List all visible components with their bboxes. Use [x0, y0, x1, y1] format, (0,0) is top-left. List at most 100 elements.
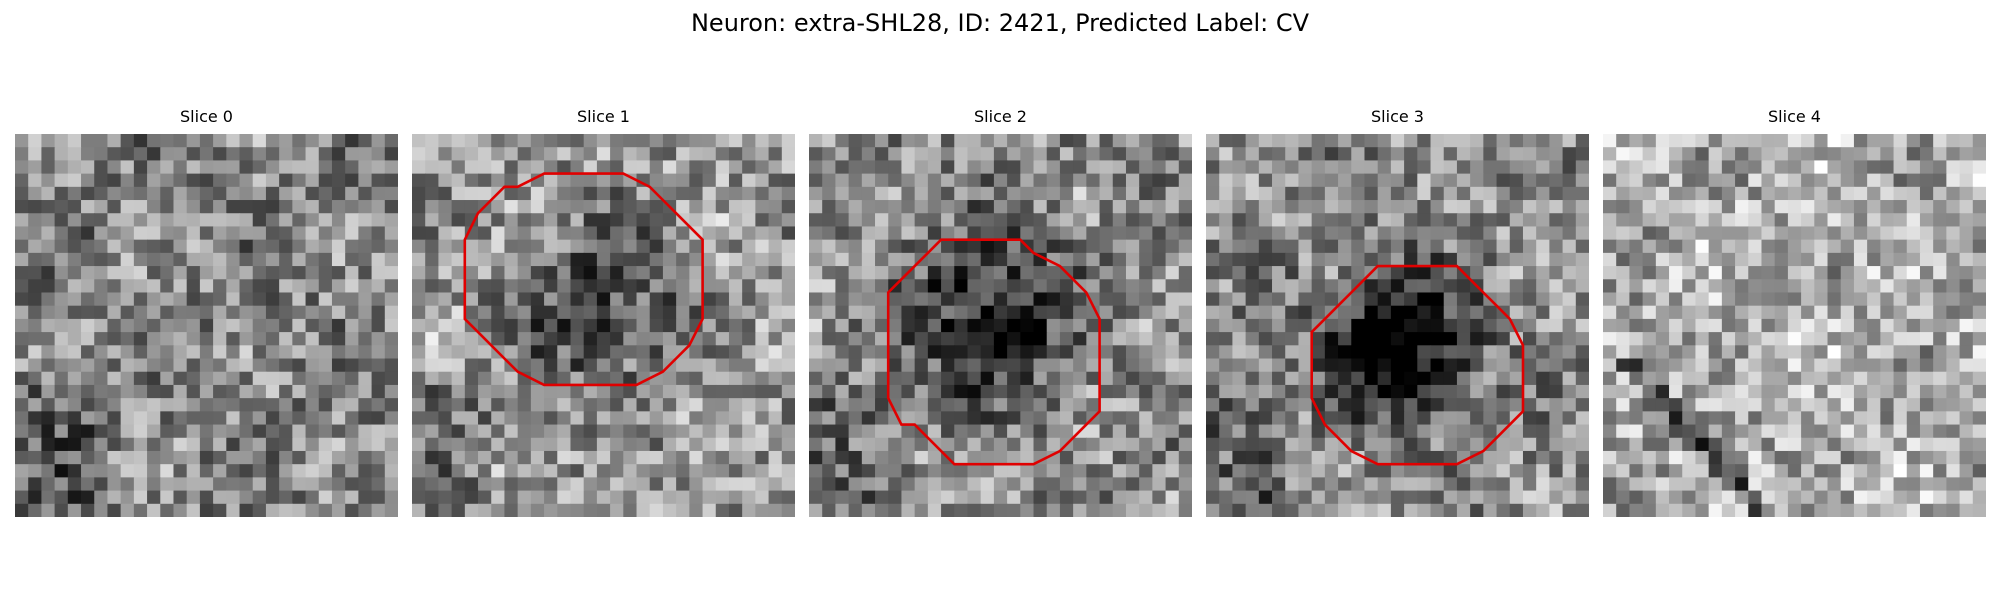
- pixel-cell: [544, 266, 558, 280]
- pixel-cell: [81, 490, 95, 505]
- pixel-cell: [478, 318, 492, 333]
- pixel-cell: [914, 384, 929, 399]
- pixel-cell: [1827, 134, 1842, 148]
- pixel-cell: [530, 147, 545, 162]
- pixel-cell: [1933, 239, 1947, 254]
- pixel-cell: [1206, 384, 1220, 399]
- pixel-cell: [1178, 503, 1192, 517]
- pixel-cell: [755, 134, 770, 148]
- pixel-cell: [305, 279, 320, 294]
- pixel-cell: [742, 477, 756, 492]
- pixel-cell: [742, 213, 756, 228]
- pixel-cell: [676, 490, 690, 505]
- pixel-cell: [875, 266, 889, 280]
- pixel-cell: [1059, 213, 1074, 228]
- pixel-cell: [1086, 490, 1101, 505]
- pixel-cell: [1125, 186, 1140, 201]
- pixel-cell: [557, 318, 572, 333]
- pixel-cell: [1033, 252, 1048, 267]
- pixel-cell: [1324, 279, 1339, 294]
- pixel-cell: [1496, 332, 1511, 346]
- pixel-cell: [305, 477, 320, 492]
- pixel-cell: [1139, 332, 1153, 346]
- pixel-cell: [728, 358, 743, 373]
- pixel-cell: [954, 266, 969, 280]
- pixel-cell: [1748, 213, 1763, 228]
- pixel-cell: [1748, 239, 1763, 254]
- pixel-cell: [451, 490, 466, 505]
- pixel-cell: [94, 239, 109, 254]
- pixel-cell: [1285, 477, 1300, 492]
- pixel-cell: [358, 490, 373, 505]
- pixel-cell: [861, 503, 876, 517]
- pixel-cell: [676, 371, 690, 386]
- pixel-cell: [160, 173, 175, 188]
- pixel-cell: [1483, 490, 1498, 505]
- pixel-cell: [1165, 266, 1180, 280]
- pixel-cell: [636, 318, 651, 333]
- pixel-cell: [1219, 200, 1234, 214]
- pixel-cell: [768, 424, 783, 439]
- pixel-cell: [438, 384, 453, 399]
- pixel-cell: [715, 160, 730, 175]
- pixel-cell: [1152, 318, 1167, 333]
- pixel-cell: [927, 490, 942, 505]
- pixel-cell: [464, 437, 479, 452]
- pixel-cell: [809, 464, 823, 478]
- pixel-cell: [1324, 358, 1339, 373]
- pixel-cell: [1232, 160, 1247, 175]
- pixel-cell: [1456, 200, 1471, 214]
- pixel-cell: [358, 292, 373, 307]
- pixel-cell: [1509, 477, 1524, 492]
- pixel-cell: [822, 358, 837, 373]
- pixel-cell: [1496, 371, 1511, 386]
- pixel-cell: [1324, 200, 1339, 214]
- pixel-cell: [517, 437, 532, 452]
- pixel-cell: [848, 450, 863, 465]
- pixel-cell: [1695, 186, 1710, 201]
- pixel-cell: [888, 292, 903, 307]
- pixel-cell: [1245, 490, 1260, 505]
- pixel-cell: [425, 147, 440, 162]
- pixel-cell: [133, 213, 148, 228]
- pixel-cell: [186, 279, 201, 294]
- pixel-cell: [768, 318, 783, 333]
- pixel-cell: [451, 437, 466, 452]
- pixel-cell: [1655, 437, 1670, 452]
- pixel-cell: [1298, 279, 1313, 294]
- pixel-cell: [689, 437, 704, 452]
- pixel-cell: [371, 279, 386, 294]
- pixel-cell: [133, 305, 148, 320]
- pixel-cell: [1483, 305, 1498, 320]
- pixel-cell: [1298, 305, 1313, 320]
- pixel-cell: [147, 134, 161, 148]
- pixel-cell: [1219, 424, 1234, 439]
- pixel-cell: [980, 200, 995, 214]
- pixel-cell: [1735, 200, 1749, 214]
- pixel-cell: [1642, 318, 1657, 333]
- pixel-cell: [1206, 292, 1220, 307]
- pixel-cell: [1575, 477, 1589, 492]
- pixel-cell: [662, 252, 677, 267]
- pixel-cell: [954, 371, 969, 386]
- pixel-cell: [1774, 424, 1789, 439]
- pixel-cell: [1959, 358, 1974, 373]
- pixel-cell: [504, 477, 519, 492]
- pixel-cell: [1853, 477, 1868, 492]
- pixel-cell: [1933, 503, 1947, 517]
- pixel-cell: [1496, 358, 1511, 373]
- pixel-cell: [1470, 345, 1484, 360]
- pixel-cell: [1682, 358, 1697, 373]
- pixel-cell: [1575, 305, 1589, 320]
- pixel-cell: [160, 252, 175, 267]
- pixel-cell: [623, 226, 638, 241]
- pixel-cell: [689, 398, 704, 412]
- pixel-cell: [875, 160, 889, 175]
- pixel-cell: [305, 464, 320, 478]
- pixel-cell: [1946, 252, 1961, 267]
- pixel-cell: [1298, 450, 1313, 465]
- pixel-cell: [1946, 318, 1961, 333]
- pixel-cell: [1880, 292, 1895, 307]
- pixel-cell: [1536, 279, 1550, 294]
- pixel-cell: [927, 384, 942, 399]
